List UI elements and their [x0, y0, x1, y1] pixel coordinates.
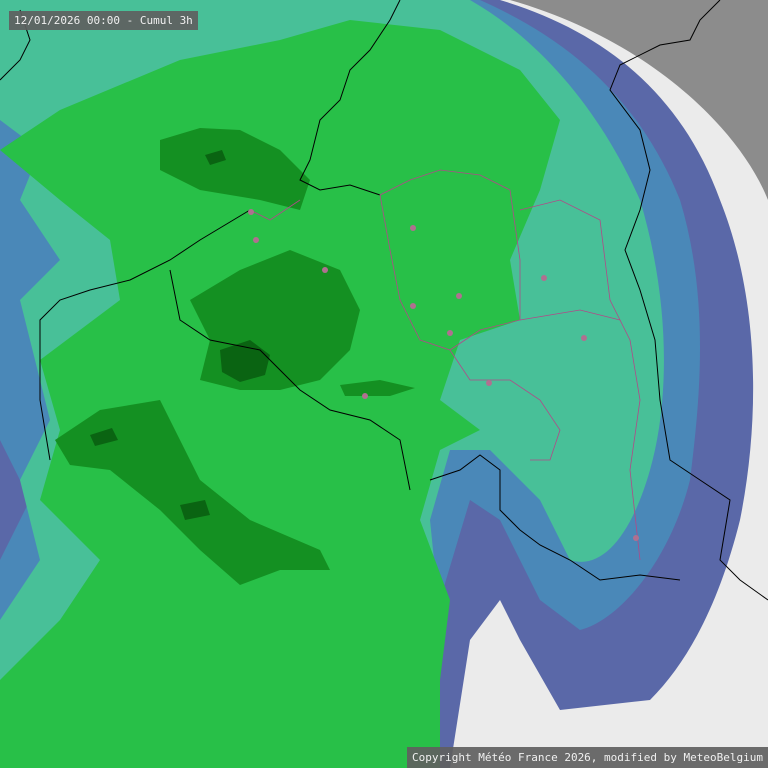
- rain-heavy-strip: [340, 380, 415, 396]
- region-borders: [249, 169, 641, 561]
- timestamp-title: 12/01/2026 00:00 - Cumul 3h: [9, 11, 198, 30]
- rain-heavy-north: [160, 128, 310, 210]
- rain-heavy-band: [55, 400, 330, 585]
- rain-moderate: [0, 20, 560, 768]
- rain-very-heavy-2: [205, 150, 226, 165]
- rain-very-heavy-1: [220, 340, 270, 382]
- copyright-notice: Copyright Météo France 2026, modified by…: [407, 747, 768, 768]
- city-markers: [248, 209, 639, 541]
- rain-very-heavy-3: [90, 428, 210, 520]
- outside-radar-coverage: [510, 0, 768, 200]
